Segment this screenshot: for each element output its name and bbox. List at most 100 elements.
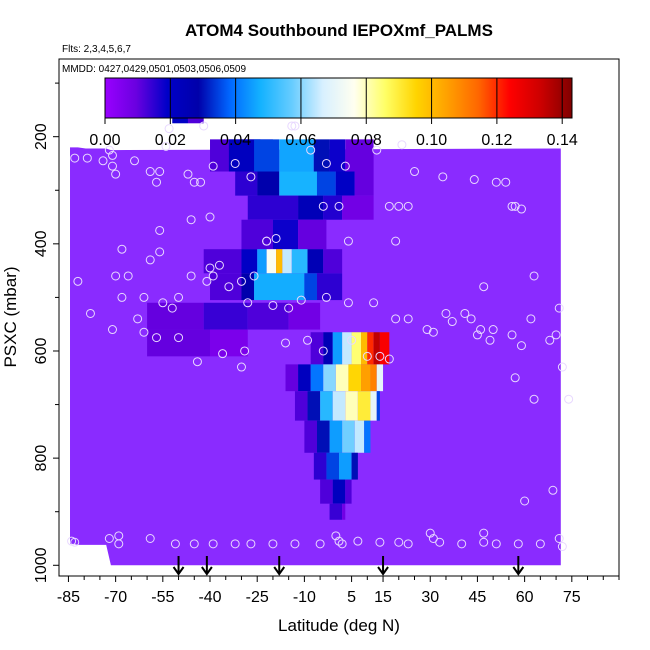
sample-marker (296, 295, 306, 305)
heatmap-cell (354, 171, 374, 196)
sample-marker (85, 308, 95, 318)
heatmap-layer (70, 104, 561, 566)
sample-marker (535, 539, 545, 549)
heatmap-cell (335, 364, 349, 392)
sample-marker (516, 341, 526, 351)
sample-marker (425, 528, 435, 538)
x-axis-tick-label: 45 (469, 589, 487, 606)
flight-arrow (273, 556, 286, 576)
sample-marker (375, 537, 385, 547)
heatmap-cell (279, 139, 314, 172)
heatmap-cell (310, 332, 324, 365)
sample-marker (186, 215, 196, 225)
heatmap-cell (304, 273, 317, 301)
heatmap-cell (351, 452, 358, 480)
heatmap-cell (203, 302, 248, 330)
sample-marker (394, 537, 404, 547)
sample-marker (284, 303, 294, 313)
colorbar-tick-label: 0.10 (416, 132, 447, 149)
sample-marker (107, 161, 117, 171)
flight-arrow-head (201, 566, 213, 576)
dates-subtitle: MMDD: 0427,0429,0501,0503,0506,0509 (62, 64, 246, 75)
heatmap-cell (329, 420, 343, 453)
colorbar-tick-label: 0.08 (351, 132, 382, 149)
sample-marker (469, 175, 479, 185)
sample-marker (145, 255, 155, 265)
y-axis-tick-label: 600 (33, 338, 50, 365)
x-axis-tick-label: 15 (374, 589, 392, 606)
sample-marker (161, 141, 171, 151)
x-axis: -85 -70 -55 -40 -25 -10 5 15 30 45 60 75 (57, 576, 620, 606)
sample-marker (334, 536, 344, 546)
sample-marker (510, 373, 520, 383)
sample-marker (145, 533, 155, 543)
arrow-layer (172, 556, 525, 576)
sample-marker (557, 362, 567, 372)
sample-marker (208, 539, 218, 549)
x-axis-tick-label: 5 (347, 589, 356, 606)
sample-marker (394, 201, 404, 211)
heatmap-cell (364, 420, 371, 453)
sample-marker (491, 539, 501, 549)
heatmap-cell (313, 139, 330, 172)
sample-marker (548, 485, 558, 495)
colorbar-tick-label: 0.00 (89, 132, 120, 149)
heatmap-cell (298, 364, 311, 392)
sample-marker (529, 271, 539, 281)
heatmap-cell (291, 249, 308, 274)
x-axis-tick-label: -10 (293, 589, 316, 606)
heatmap-cell (288, 302, 321, 330)
sample-marker (208, 161, 218, 171)
sample-marker (268, 539, 278, 549)
x-axis-tick-label: 30 (421, 589, 439, 606)
heatmap-cell (285, 364, 299, 392)
sample-marker (196, 177, 206, 187)
colorbar-gradient (105, 78, 572, 118)
heatmap-cell (323, 249, 343, 274)
y-axis-tick-label: 400 (33, 230, 50, 257)
sample-marker (403, 314, 413, 324)
heatmap-cell (370, 364, 377, 392)
flights-subtitle: Flts: 2,3,4,5,6,7 (62, 44, 131, 55)
heatmap-cell (345, 479, 352, 504)
sample-marker (564, 394, 574, 404)
heatmap-cell (257, 171, 280, 196)
heatmap-cell (241, 249, 258, 274)
sample-marker (447, 317, 457, 327)
heatmap-cell (354, 420, 365, 453)
heatmap-cell (210, 329, 248, 357)
sample-marker (545, 335, 555, 345)
heatmap-cell (298, 219, 327, 250)
sample-marker (262, 236, 272, 246)
sample-marker (214, 260, 224, 270)
heatmap-cell (257, 249, 267, 274)
heatmap-cell (376, 364, 384, 392)
sample-marker (189, 539, 199, 549)
sample-marker (155, 167, 165, 177)
heatmap-cell (342, 420, 355, 453)
sample-marker (224, 282, 234, 292)
sample-marker (236, 276, 246, 286)
sample-marker (249, 271, 259, 281)
sample-marker (155, 247, 165, 257)
x-axis-tick-label: -40 (198, 589, 221, 606)
colorbar-frame (104, 77, 573, 119)
x-axis-tick-label: -70 (104, 589, 127, 606)
sample-marker (343, 236, 353, 246)
sample-marker (403, 539, 413, 549)
sample-marker (520, 496, 530, 506)
sample-marker (353, 536, 363, 546)
sample-marker (472, 330, 482, 340)
sample-marker (369, 298, 379, 308)
heatmap-cell (342, 195, 374, 220)
sample-marker (501, 177, 511, 187)
sample-marker (107, 150, 117, 160)
heatmap-cell (316, 420, 330, 453)
sample-marker (111, 169, 121, 179)
sample-marker (192, 357, 202, 367)
x-axis-tick-label: -85 (57, 589, 80, 606)
sample-marker (186, 271, 196, 281)
sample-marker (281, 338, 291, 348)
flight-arrow (172, 556, 185, 576)
